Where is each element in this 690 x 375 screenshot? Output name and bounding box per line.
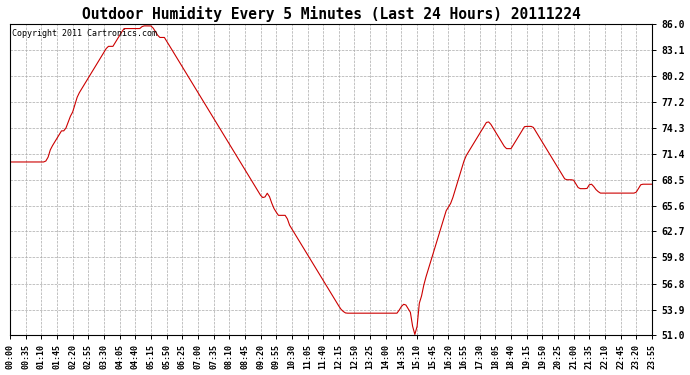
Title: Outdoor Humidity Every 5 Minutes (Last 24 Hours) 20111224: Outdoor Humidity Every 5 Minutes (Last 2… [81, 6, 580, 21]
Text: Copyright 2011 Cartronics.com: Copyright 2011 Cartronics.com [12, 29, 157, 38]
